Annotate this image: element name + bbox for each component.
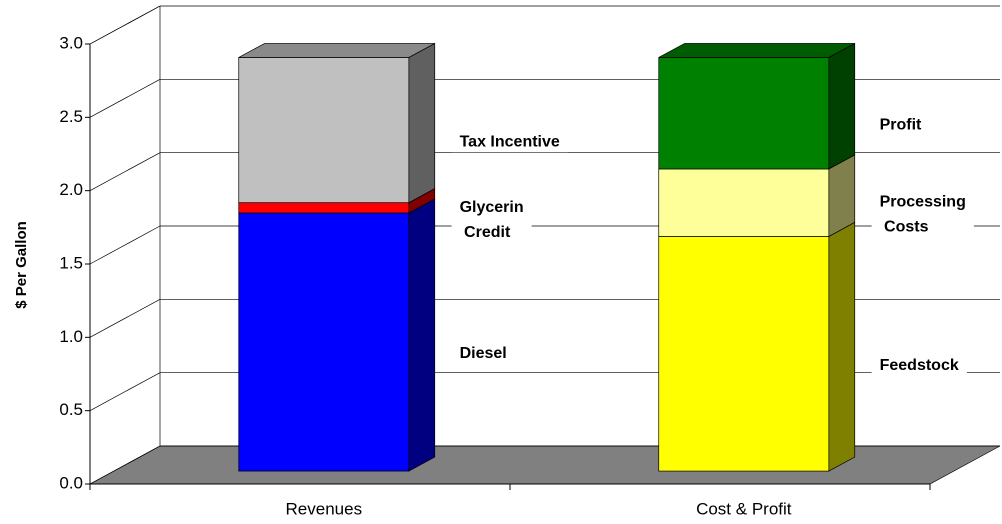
bar-segment	[238, 212, 410, 472]
label-bg	[451, 197, 532, 244]
grid-line	[89, 299, 161, 338]
segment-label: Glycerin Credit	[460, 199, 524, 241]
label-bg	[871, 191, 974, 238]
bar-segment	[658, 57, 830, 170]
segment-labels: Diesel Glycerin Credit Tax Incentive Feedst…	[451, 114, 974, 376]
y-tick-label: 3.0	[59, 33, 83, 52]
floor	[89, 445, 1001, 485]
bar-segment	[658, 236, 830, 472]
y-tick-label: 0.0	[59, 473, 83, 492]
grid-line	[89, 5, 161, 45]
label-line: Processing	[880, 194, 966, 211]
label-line: Credit	[460, 224, 511, 241]
label-line: Costs	[880, 219, 929, 236]
segment-label: Diesel	[460, 345, 507, 362]
bar-top	[238, 43, 435, 58]
grid-line	[89, 152, 161, 191]
grid-line	[89, 445, 161, 485]
y-tick-label: 1.0	[59, 327, 83, 346]
segment-label: Processing Costs	[880, 194, 966, 236]
x-tick-label: Revenues	[286, 499, 363, 518]
y-tick-label: 0.5	[59, 400, 83, 419]
bar-top	[658, 43, 855, 58]
bar-side	[828, 42, 856, 170]
y-axis-title: $ Per Gallon	[13, 221, 30, 309]
label-bg	[871, 114, 931, 136]
segment-label: Profit	[880, 116, 922, 133]
bar-segment	[238, 202, 410, 214]
label-line: Glycerin	[460, 199, 524, 216]
label-bg	[451, 131, 568, 153]
grid-line	[89, 79, 161, 118]
grid-line	[89, 372, 161, 411]
bar-segment	[238, 57, 410, 204]
bar-side	[408, 42, 436, 204]
bar-side	[408, 198, 436, 472]
y-tick-label: 2.0	[59, 180, 83, 199]
grid-line	[89, 225, 161, 265]
segment-label: Feedstock	[880, 357, 959, 374]
x-tick-label: Cost & Profit	[696, 499, 792, 518]
bar-segment	[658, 168, 830, 237]
y-tick-label: 1.5	[59, 253, 83, 272]
label-bg	[451, 343, 515, 365]
segment-label: Tax Incentive	[460, 133, 560, 150]
bar-side	[828, 221, 856, 472]
label-bg	[871, 354, 967, 376]
y-tick-label: 2.5	[59, 107, 83, 126]
